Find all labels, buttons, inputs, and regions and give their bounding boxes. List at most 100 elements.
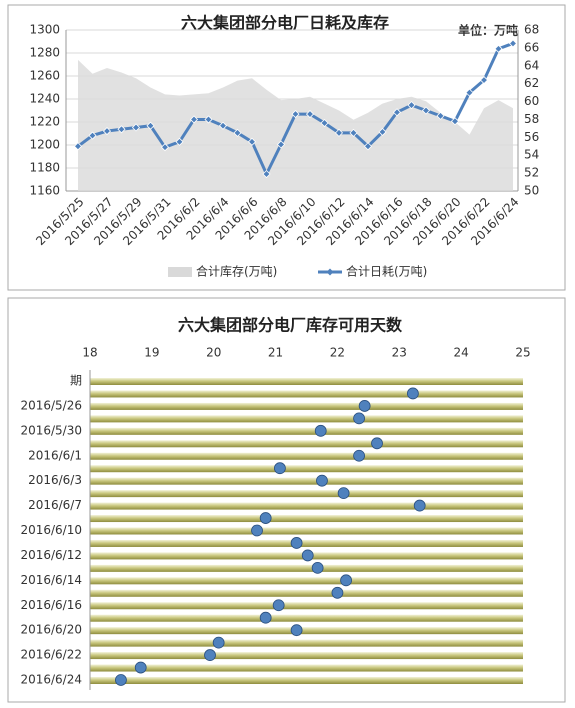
dot bbox=[290, 624, 303, 637]
y-tick-label: 2016/6/24 bbox=[20, 673, 82, 687]
marker bbox=[320, 118, 329, 128]
marker bbox=[146, 121, 155, 130]
dot bbox=[272, 599, 285, 612]
marker bbox=[276, 140, 286, 149]
y-tick-label: 1280 bbox=[29, 46, 60, 60]
dot bbox=[316, 474, 328, 487]
chart-frame bbox=[7, 297, 566, 703]
dot bbox=[340, 574, 352, 587]
marker bbox=[494, 44, 503, 53]
y-tick-label: 2016/6/10 bbox=[20, 523, 82, 537]
dot bbox=[301, 549, 314, 562]
marker bbox=[160, 143, 170, 152]
x-tick-label: 22 bbox=[330, 346, 345, 360]
y2-tick-label: 50 bbox=[524, 184, 539, 198]
marker bbox=[450, 117, 460, 126]
y-tick-label: 2016/6/14 bbox=[20, 573, 82, 587]
marker bbox=[334, 128, 344, 137]
y-tick-label: 2016/5/26 bbox=[20, 398, 82, 412]
x-tick-label: 24 bbox=[454, 346, 469, 360]
y-tick-label: 1240 bbox=[29, 92, 60, 106]
row-stripe bbox=[90, 515, 523, 523]
marker bbox=[175, 137, 184, 146]
y-tick-label: 2016/6/16 bbox=[20, 598, 82, 612]
dot bbox=[115, 674, 127, 686]
legend-swatch bbox=[168, 267, 192, 277]
marker bbox=[305, 110, 315, 119]
marker bbox=[247, 137, 257, 146]
dot bbox=[406, 387, 419, 400]
y-tick-label: 1200 bbox=[29, 138, 60, 152]
y2-tick-label: 62 bbox=[524, 76, 539, 90]
dot bbox=[259, 611, 272, 624]
y-tick-label: 2016/6/20 bbox=[20, 623, 82, 637]
marker bbox=[218, 121, 228, 130]
chart-title: 六大集团部分电厂日耗及库存 bbox=[181, 14, 389, 33]
marker bbox=[88, 131, 97, 140]
y2-tick-label: 60 bbox=[524, 94, 539, 108]
x-tick-label: 25 bbox=[515, 346, 530, 360]
row-stripe bbox=[90, 539, 523, 547]
dot bbox=[212, 636, 225, 649]
dot bbox=[311, 561, 324, 574]
marker bbox=[508, 39, 518, 48]
marker bbox=[291, 110, 300, 119]
row-stripe bbox=[90, 602, 523, 610]
y-tick-label: 1160 bbox=[29, 184, 60, 198]
dot bbox=[353, 412, 365, 425]
marker bbox=[131, 123, 141, 132]
row-stripe bbox=[90, 440, 523, 448]
marker bbox=[378, 127, 387, 137]
legend-label: 合计库存(万吨) bbox=[196, 264, 277, 279]
row-stripe bbox=[90, 577, 523, 585]
marker bbox=[349, 128, 358, 137]
y-tick-label: 1300 bbox=[29, 23, 60, 37]
y-tick-label: 1180 bbox=[29, 161, 60, 175]
dot bbox=[259, 512, 272, 524]
y-tick-label: 2016/6/12 bbox=[20, 548, 82, 562]
row-stripe bbox=[90, 490, 523, 498]
dot bbox=[413, 499, 426, 512]
y-tick-label: 2016/6/7 bbox=[28, 498, 82, 512]
marker bbox=[102, 127, 112, 136]
row-stripe bbox=[90, 502, 523, 510]
x-tick-label: 20 bbox=[206, 346, 221, 360]
marker bbox=[262, 169, 271, 179]
row-stripe bbox=[90, 390, 523, 398]
row-stripe bbox=[90, 664, 523, 672]
row-stripe bbox=[90, 527, 523, 535]
row-stripe bbox=[90, 564, 523, 572]
row-stripe bbox=[90, 627, 523, 635]
dot bbox=[290, 537, 303, 549]
y-tick-label: 2016/6/1 bbox=[28, 448, 82, 462]
marker bbox=[363, 142, 373, 151]
marker bbox=[73, 142, 83, 151]
row-stripe bbox=[90, 652, 523, 660]
dot bbox=[371, 437, 383, 450]
x-tick-label: 21 bbox=[268, 346, 283, 360]
dot bbox=[337, 487, 350, 500]
dot bbox=[353, 449, 365, 462]
marker bbox=[117, 125, 126, 134]
row-stripe bbox=[90, 614, 523, 622]
dot bbox=[314, 424, 327, 437]
y-tick-label: 期 bbox=[70, 374, 82, 388]
row-stripe bbox=[90, 589, 523, 597]
area bbox=[78, 59, 513, 192]
y-tick-label: 1220 bbox=[29, 115, 60, 129]
legend-label: 合计日耗(万吨) bbox=[346, 264, 427, 279]
y-tick-label: 2016/6/3 bbox=[28, 473, 82, 487]
dot bbox=[251, 524, 263, 537]
y2-tick-label: 52 bbox=[524, 166, 539, 180]
legend-swatch bbox=[326, 268, 334, 276]
y2-tick-label: 56 bbox=[524, 130, 539, 144]
dot bbox=[134, 661, 147, 674]
marker bbox=[204, 115, 213, 124]
y2-tick-label: 68 bbox=[524, 23, 539, 37]
x-tick-label: 18 bbox=[82, 346, 97, 360]
x-tick-label: 19 bbox=[144, 346, 159, 360]
marker bbox=[479, 76, 489, 85]
dot bbox=[358, 400, 371, 412]
y-tick-label: 2016/6/22 bbox=[20, 648, 82, 662]
